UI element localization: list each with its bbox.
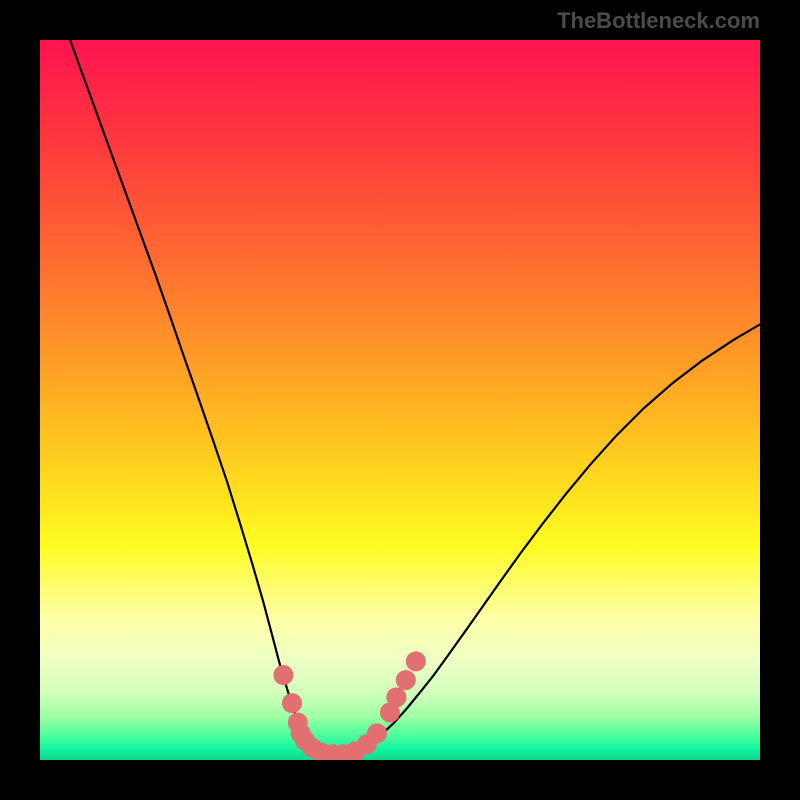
watermark-text: TheBottleneck.com [557,8,760,34]
chart-container: TheBottleneck.com [0,0,800,800]
plot-area [40,40,760,760]
gradient-background [40,40,760,760]
